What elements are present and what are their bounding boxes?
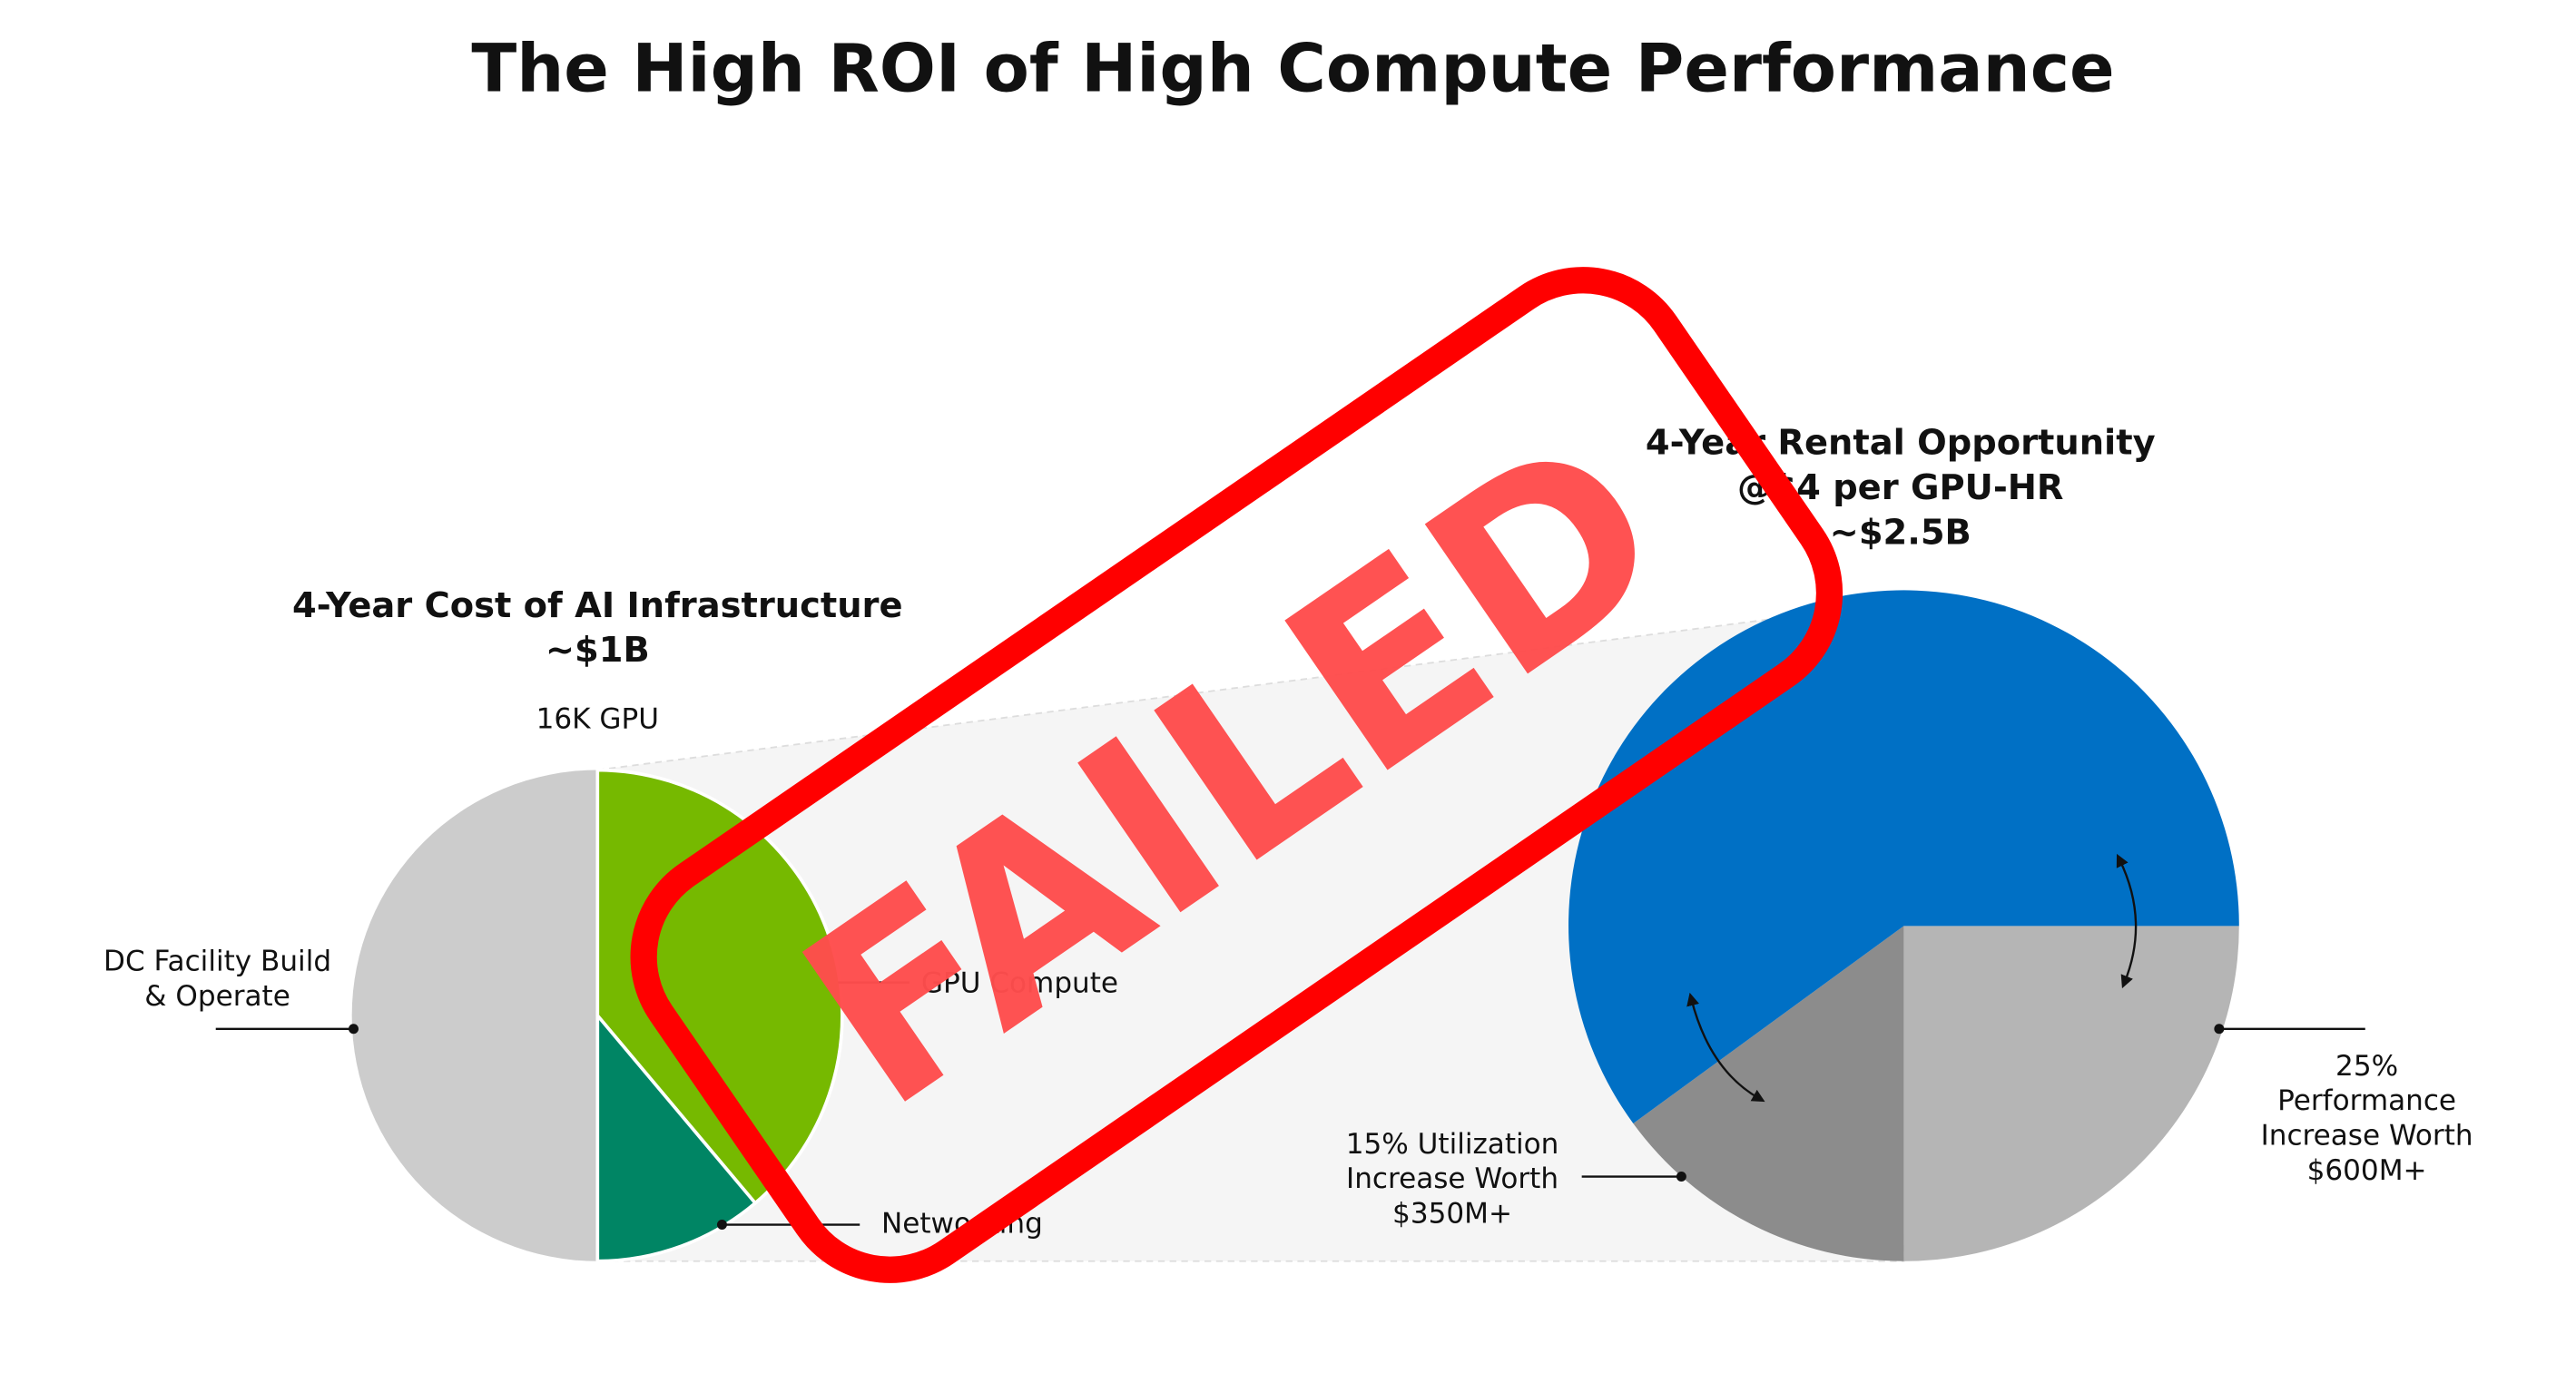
pie-slice — [595, 768, 844, 1206]
arrow — [2116, 853, 2138, 989]
label: Increase Worth — [1346, 1162, 1558, 1195]
label: $350M+ — [1392, 1198, 1512, 1231]
label: & Operate — [144, 980, 290, 1013]
leader-dot — [2214, 1024, 2225, 1035]
right-pie — [1568, 590, 2239, 1261]
leader-dot — [716, 1220, 727, 1231]
left-heading: ~$1B — [546, 630, 650, 671]
label: $600M+ — [2307, 1154, 2427, 1187]
label: Performance — [2277, 1084, 2456, 1117]
left-pie — [351, 768, 844, 1263]
left-caption: 16K GPU — [536, 703, 659, 736]
pie-slice — [595, 1011, 758, 1263]
pie-slice — [1903, 926, 2239, 1261]
leader-dot — [1676, 1172, 1686, 1182]
stamp-frame — [630, 267, 1844, 1283]
pie-slice — [1633, 926, 1904, 1261]
label: 15% Utilization — [1346, 1128, 1559, 1161]
leader-dot — [349, 1024, 359, 1035]
right-heading: ~$2.5B — [1830, 512, 1971, 553]
pie-slice — [351, 770, 598, 1261]
arrow — [1686, 992, 1765, 1103]
left-heading: 4-Year Cost of AI Infrastructure — [292, 585, 902, 626]
title: The High ROI of High Compute Performance — [471, 30, 2114, 107]
label: GPU Compute — [921, 966, 1118, 999]
label: DC Facility Build — [103, 946, 331, 978]
label: 25% — [2335, 1050, 2398, 1083]
label: Increase Worth — [2261, 1120, 2473, 1152]
